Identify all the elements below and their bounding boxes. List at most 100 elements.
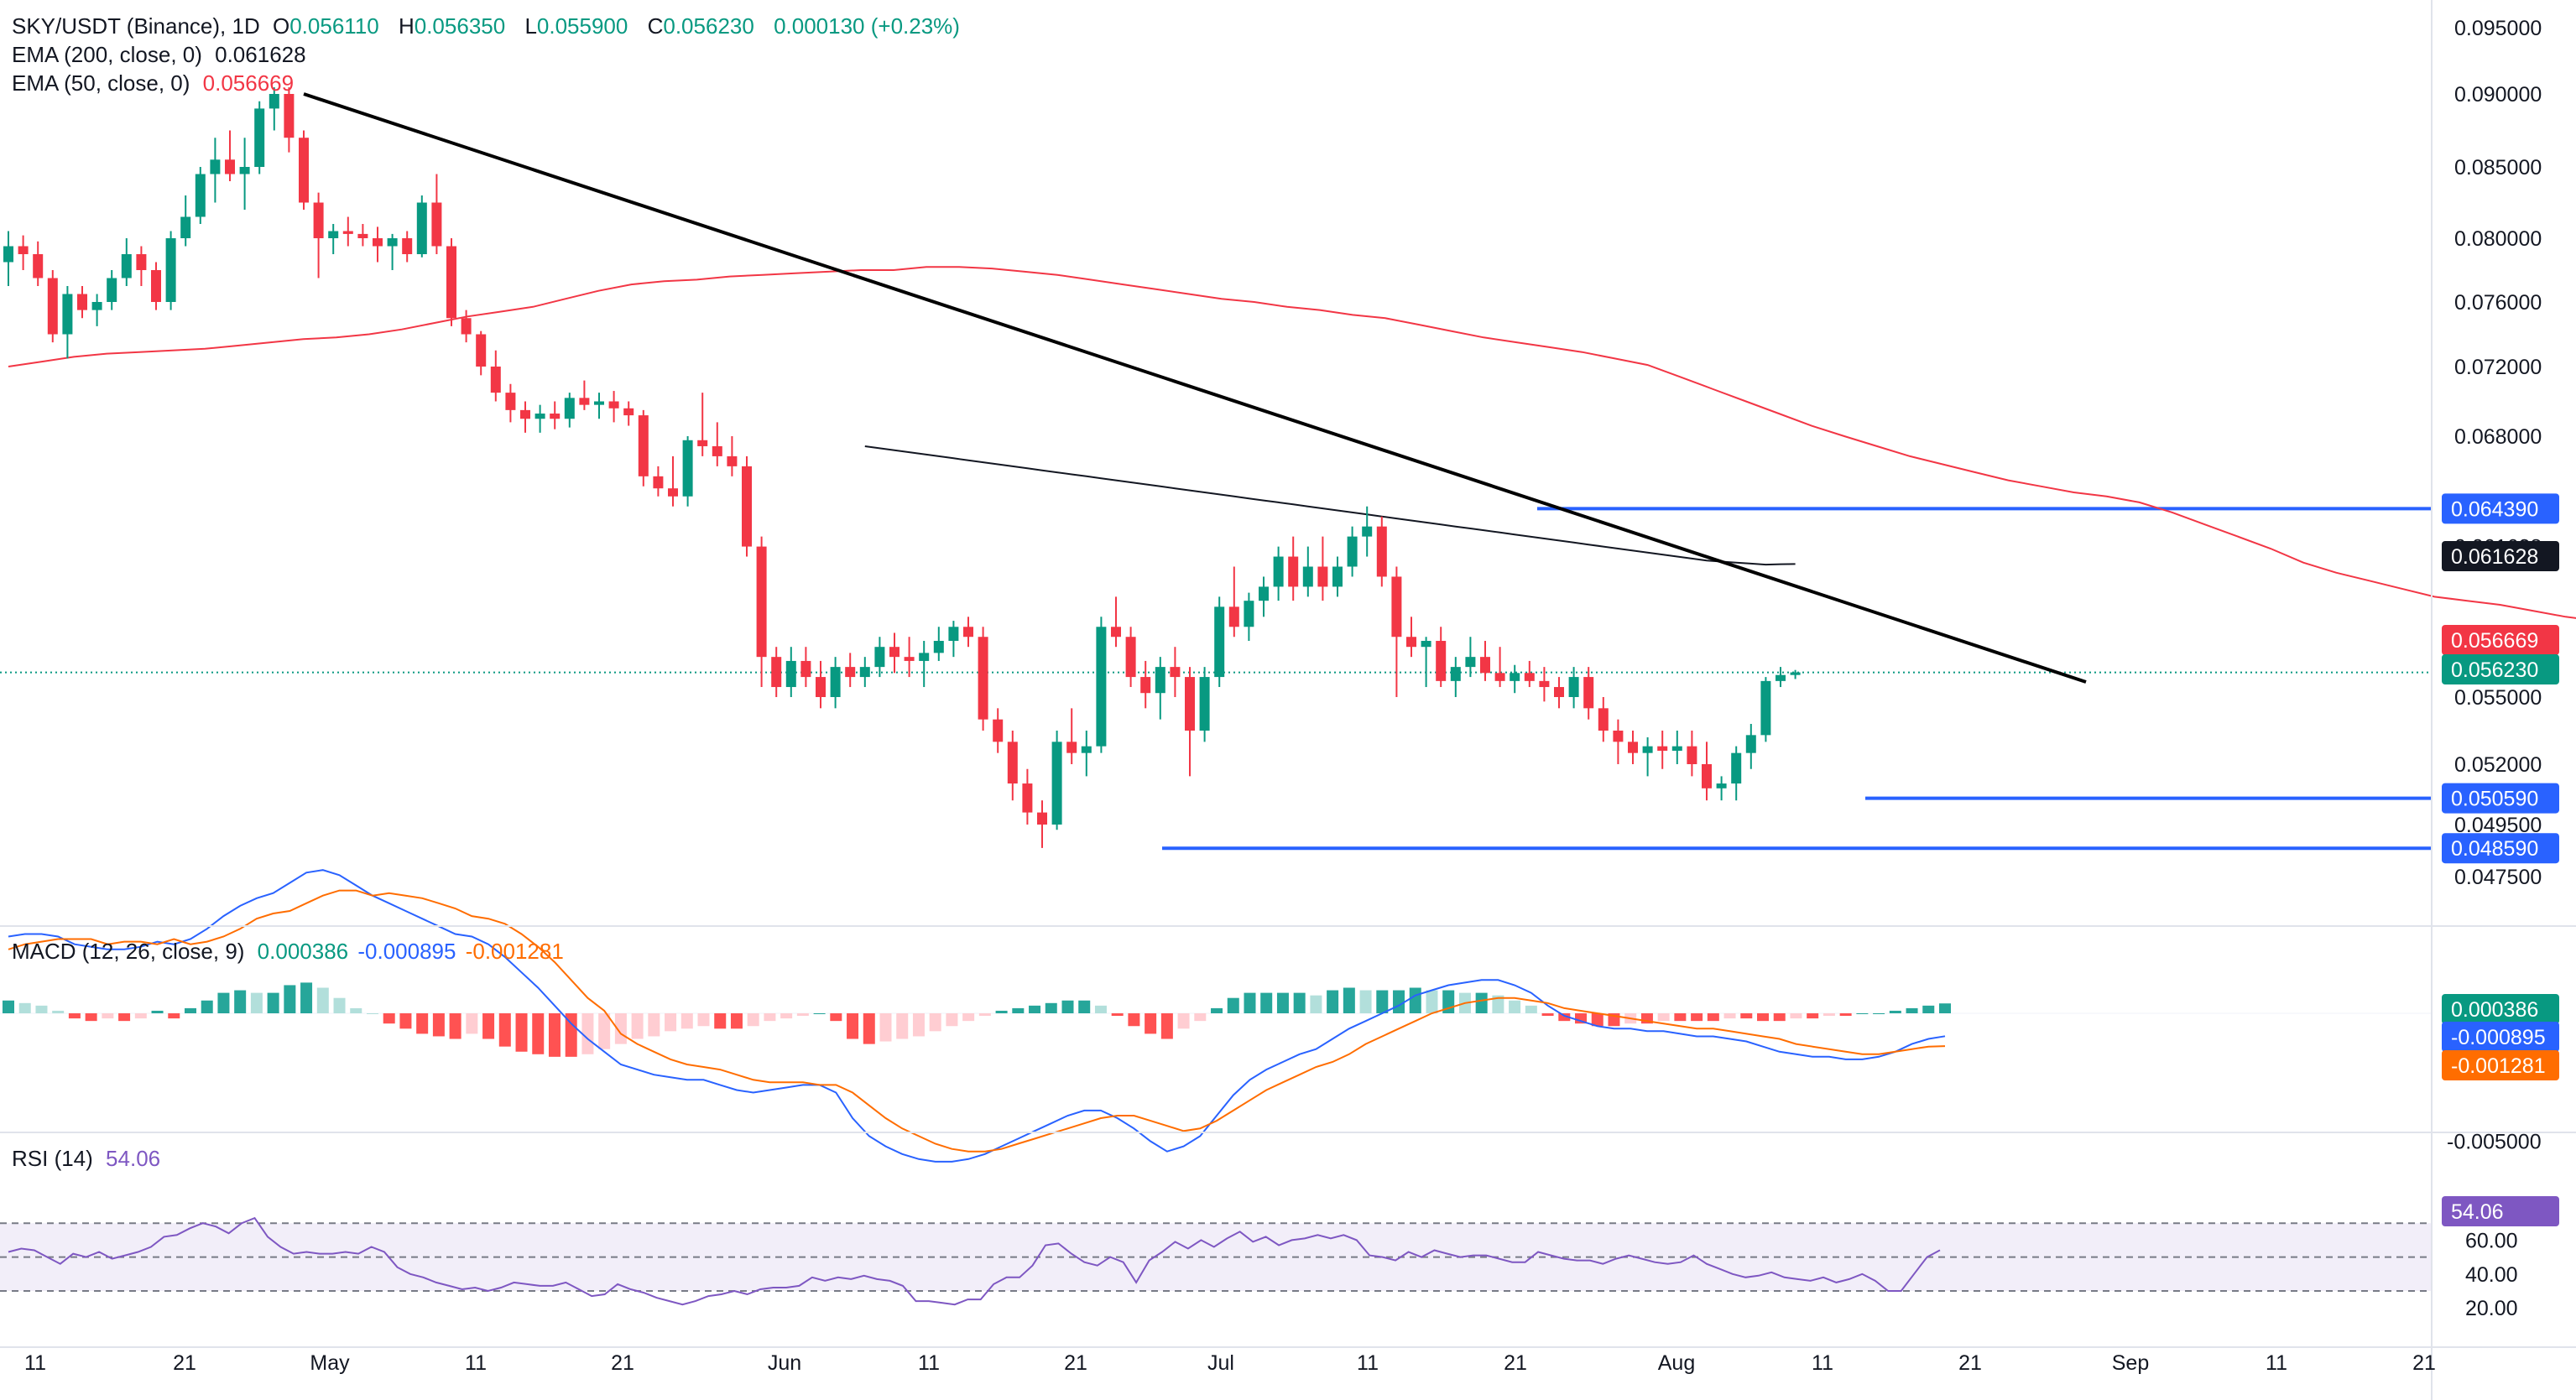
candle-body — [1568, 677, 1579, 697]
candle-body — [889, 647, 900, 658]
candle-body — [1731, 752, 1742, 784]
macd-histogram-bar — [1094, 1005, 1107, 1013]
time-tick-label: 11 — [1812, 1351, 1833, 1375]
price-tick-label: 0.055000 — [2454, 686, 2542, 710]
macd-histogram-bar — [995, 1010, 1008, 1013]
candle-body — [1244, 601, 1254, 627]
candle-body — [1450, 667, 1461, 681]
rsi-legend[interactable]: RSI (14) 54.06 — [12, 1144, 167, 1173]
macd-histogram-bar — [515, 1013, 528, 1052]
macd-histogram-bar — [1045, 1002, 1057, 1013]
candle-body — [1259, 586, 1269, 601]
candle-body — [1790, 672, 1801, 675]
ema50-tag: 0.056669 — [2451, 629, 2538, 653]
macd-histogram-bar — [1244, 992, 1256, 1013]
close-value: 0.056230 — [663, 13, 754, 39]
close-label: C — [647, 13, 664, 39]
candle-body — [165, 238, 176, 302]
candle-body — [1539, 680, 1550, 688]
candle-body — [1391, 576, 1402, 638]
ema50-legend[interactable]: EMA (50, close, 0) 0.056669 — [12, 69, 300, 97]
macd-histogram-bar — [1276, 992, 1289, 1013]
candle-body — [239, 167, 250, 174]
price-tick-label: 0.090000 — [2454, 83, 2542, 107]
price-tick-label: 0.068000 — [2454, 425, 2542, 449]
candle-body — [461, 318, 472, 335]
candle-body — [77, 294, 87, 310]
time-tick-label: Sep — [2112, 1351, 2149, 1375]
macd-histogram-bar — [416, 1013, 429, 1034]
macd-histogram-bar — [267, 992, 279, 1013]
candle-body — [653, 476, 664, 489]
macd-histogram-bar — [1790, 1013, 1802, 1019]
macd-histogram-bar — [565, 1013, 577, 1057]
candle-body — [62, 294, 73, 335]
candle-body — [978, 637, 988, 720]
candle-body — [313, 202, 324, 238]
time-tick-label: May — [310, 1351, 350, 1375]
candle-body — [727, 455, 738, 466]
candle-body — [180, 216, 191, 238]
macd-histogram-bar — [1426, 990, 1438, 1013]
macd-histogram-bar — [1922, 1005, 1935, 1013]
price-tick-label: 0.076000 — [2454, 291, 2542, 315]
high-value: 0.056350 — [414, 13, 506, 39]
macd-histogram-bar — [548, 1013, 561, 1057]
candle-body — [800, 660, 811, 678]
macd-histogram-bar — [1393, 990, 1405, 1013]
price-tick-label: 0.072000 — [2454, 356, 2542, 379]
price-pane[interactable] — [0, 87, 2576, 851]
time-tick-label: 21 — [1064, 1351, 1087, 1375]
macd-signal-value: -0.001281 — [465, 939, 564, 964]
time-tick-label: 11 — [918, 1351, 940, 1375]
macd-histogram-bar — [1906, 1007, 1918, 1013]
macd-histogram-bar — [52, 1010, 65, 1013]
macd-pane[interactable] — [0, 869, 2432, 1163]
candle-body — [1228, 606, 1239, 627]
macd-legend[interactable]: MACD (12, 26, close, 9) 0.000386 -0.0008… — [12, 937, 571, 965]
macd-histogram-bar — [250, 992, 263, 1013]
candle-body — [608, 401, 619, 409]
candle-body — [845, 667, 856, 678]
macd-histogram-bar — [1657, 1013, 1670, 1022]
macd-line-tag: -0.000895 — [2451, 1026, 2546, 1049]
rsi-pane[interactable] — [0, 1216, 2432, 1306]
candle-body — [904, 657, 915, 661]
candle-body — [387, 238, 398, 247]
candle-body — [1760, 680, 1771, 736]
macd-hist-tag: 0.000386 — [2451, 998, 2538, 1022]
macd-histogram-bar — [1807, 1013, 1819, 1019]
candle-body — [1347, 536, 1358, 567]
candle-body — [756, 546, 767, 658]
macd-histogram-bar — [847, 1013, 859, 1039]
macd-histogram-bar — [1591, 1013, 1603, 1027]
candle-body — [1288, 556, 1299, 587]
candle-body — [1406, 637, 1416, 648]
level-tag-048590-bg — [2442, 833, 2559, 864]
change-value: 0.000130 (+0.23%) — [774, 13, 960, 39]
candle-body — [1037, 812, 1047, 825]
macd-histogram-bar — [482, 1013, 495, 1039]
macd-histogram-bar — [1541, 1013, 1554, 1017]
macd-histogram-bar — [1227, 997, 1239, 1013]
macd-histogram-bar — [1856, 1013, 1869, 1014]
candle-body — [1022, 783, 1033, 813]
ema200-tag: 0.061628 — [2451, 545, 2538, 569]
ema200-value: 0.061628 — [215, 42, 306, 67]
price-tick-label: 0.095000 — [2454, 17, 2542, 40]
macd-histogram-bar — [498, 1013, 511, 1047]
ema200-legend[interactable]: EMA (200, close, 0) 0.061628 — [12, 40, 313, 69]
macd-histogram-bar — [466, 1013, 478, 1034]
time-tick-label: 11 — [24, 1351, 46, 1375]
ohlc-legend: SKY/USDT (Binance), 1D O0.056110 H0.0563… — [12, 12, 967, 40]
time-tick-label: 21 — [173, 1351, 196, 1375]
candle-body — [1642, 746, 1653, 753]
last-price-tag: 0.056230 — [2451, 658, 2538, 682]
candle-body — [373, 238, 383, 247]
macd-histogram-bar — [449, 1013, 461, 1039]
macd-histogram-bar — [764, 1013, 776, 1022]
candle-body — [91, 302, 102, 310]
candle-body — [33, 254, 44, 278]
trendline — [303, 92, 2087, 684]
